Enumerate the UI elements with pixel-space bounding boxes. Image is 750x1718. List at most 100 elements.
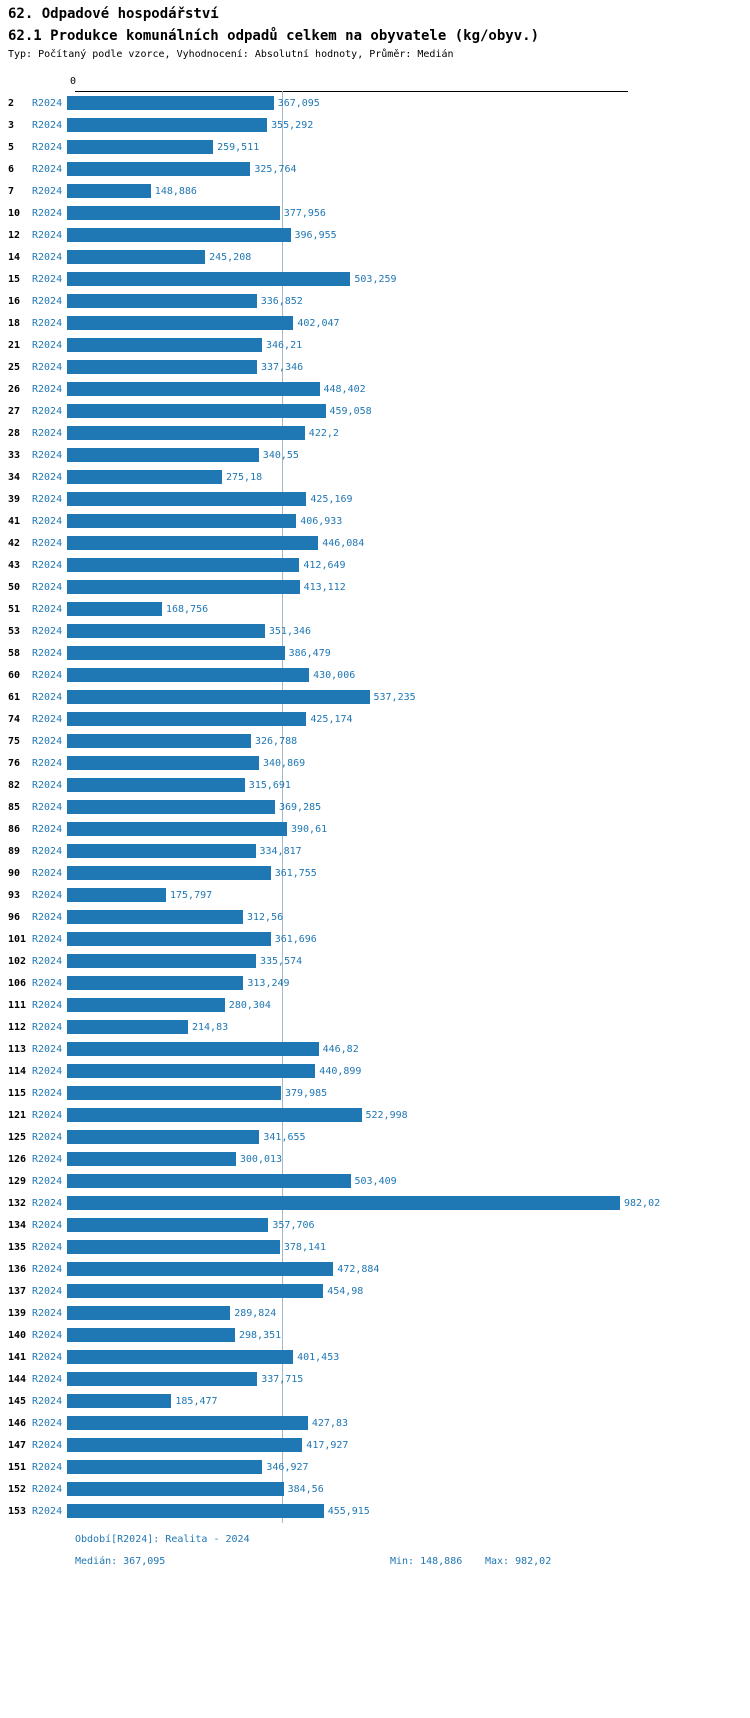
bar[interactable] [67, 536, 319, 550]
bar-row: 16 R2024 336,852 [0, 290, 750, 312]
bar[interactable] [67, 294, 257, 308]
bar[interactable] [67, 1152, 236, 1166]
bar-value-label: 413,112 [303, 581, 346, 593]
bar-row: 137 R2024 454,98 [0, 1280, 750, 1302]
bar-row: 141 R2024 401,453 [0, 1346, 750, 1368]
bar[interactable] [67, 1042, 319, 1056]
bar[interactable] [67, 778, 245, 792]
bar[interactable] [67, 1064, 316, 1078]
bar[interactable] [67, 1350, 294, 1364]
bar[interactable] [67, 646, 285, 660]
bar[interactable] [67, 492, 307, 506]
bar[interactable] [67, 162, 251, 176]
bar[interactable] [67, 206, 280, 220]
row-id: 42 [8, 537, 21, 549]
bar[interactable] [67, 426, 305, 440]
bar[interactable] [67, 1020, 188, 1034]
bar[interactable] [67, 932, 271, 946]
bar[interactable] [67, 1504, 324, 1518]
bar[interactable] [67, 1416, 308, 1430]
series-label: R2024 [32, 1197, 63, 1209]
bar-row: 10 R2024 377,956 [0, 202, 750, 224]
bar[interactable] [67, 954, 256, 968]
bar-row: 85 R2024 369,285 [0, 796, 750, 818]
bar[interactable] [67, 1108, 362, 1122]
row-id: 15 [8, 273, 21, 285]
bar[interactable] [67, 976, 244, 990]
bar[interactable] [67, 1196, 620, 1210]
bar-value-label: 384,56 [287, 1483, 324, 1495]
bar[interactable] [67, 250, 206, 264]
bar-row: 5 R2024 259,511 [0, 136, 750, 158]
bar[interactable] [67, 228, 291, 242]
bar-value-label: 503,259 [354, 273, 397, 285]
bar[interactable] [67, 316, 294, 330]
bar-row: 82 R2024 315,691 [0, 774, 750, 796]
bar[interactable] [67, 1130, 260, 1144]
footer-min-label: Min: 148,886 [390, 1556, 463, 1567]
bar[interactable] [67, 668, 310, 682]
bar[interactable] [67, 1460, 263, 1474]
bar[interactable] [67, 1482, 284, 1496]
bar[interactable] [67, 712, 307, 726]
bar[interactable] [67, 1328, 235, 1342]
bar[interactable] [67, 756, 259, 770]
bar[interactable] [67, 690, 370, 704]
bar-track: 280,304 [67, 994, 620, 1016]
bar[interactable] [67, 580, 300, 594]
bar[interactable] [67, 1240, 280, 1254]
bar-value-label: 402,047 [297, 317, 340, 329]
bar-value-label: 425,174 [310, 713, 353, 725]
bar-row: 26 R2024 448,402 [0, 378, 750, 400]
bar[interactable] [67, 96, 274, 110]
bar-row: 76 R2024 340,869 [0, 752, 750, 774]
bar[interactable] [67, 1218, 269, 1232]
bar-track: 337,346 [67, 356, 620, 378]
bar[interactable] [67, 338, 262, 352]
series-label: R2024 [32, 493, 63, 505]
bar[interactable] [67, 844, 256, 858]
bar[interactable] [67, 470, 222, 484]
series-label: R2024 [32, 1021, 63, 1033]
bar[interactable] [67, 800, 275, 814]
bar[interactable] [67, 866, 271, 880]
bar[interactable] [67, 140, 214, 154]
bar[interactable] [67, 888, 166, 902]
bar[interactable] [67, 1086, 281, 1100]
bar[interactable] [67, 910, 243, 924]
bar[interactable] [67, 602, 162, 616]
bar[interactable] [67, 822, 287, 836]
bar-chart: 0 2 R2024 367,095 3 R2024 355,292 5 R2024 259,51… [0, 76, 750, 1523]
bar[interactable] [67, 514, 297, 528]
bar[interactable] [67, 184, 151, 198]
bar[interactable] [67, 624, 265, 638]
series-label: R2024 [32, 845, 63, 857]
bar-value-label: 280,304 [228, 999, 271, 1011]
bar-track: 369,285 [67, 796, 620, 818]
bar[interactable] [67, 998, 225, 1012]
bar[interactable] [67, 558, 300, 572]
bar[interactable] [67, 448, 259, 462]
bar[interactable] [67, 1394, 172, 1408]
row-id: 26 [8, 383, 21, 395]
bar-value-label: 351,346 [268, 625, 312, 637]
bar-track: 377,956 [67, 202, 620, 224]
bar[interactable] [67, 1306, 231, 1320]
bar[interactable] [67, 1284, 324, 1298]
bar[interactable] [67, 1262, 334, 1276]
bar[interactable] [67, 734, 251, 748]
bar[interactable] [67, 1372, 258, 1386]
row-id: 76 [8, 757, 21, 769]
bar[interactable] [67, 118, 268, 132]
series-label: R2024 [32, 1241, 63, 1253]
series-label: R2024 [32, 361, 63, 373]
bar[interactable] [67, 1438, 303, 1452]
bar[interactable] [67, 404, 326, 418]
bar[interactable] [67, 272, 351, 286]
bar-track: 351,346 [67, 620, 620, 642]
bar[interactable] [67, 1174, 351, 1188]
bar[interactable] [67, 360, 257, 374]
bar-track: 390,61 [67, 818, 620, 840]
bar[interactable] [67, 382, 320, 396]
row-id: 126 [8, 1153, 27, 1165]
